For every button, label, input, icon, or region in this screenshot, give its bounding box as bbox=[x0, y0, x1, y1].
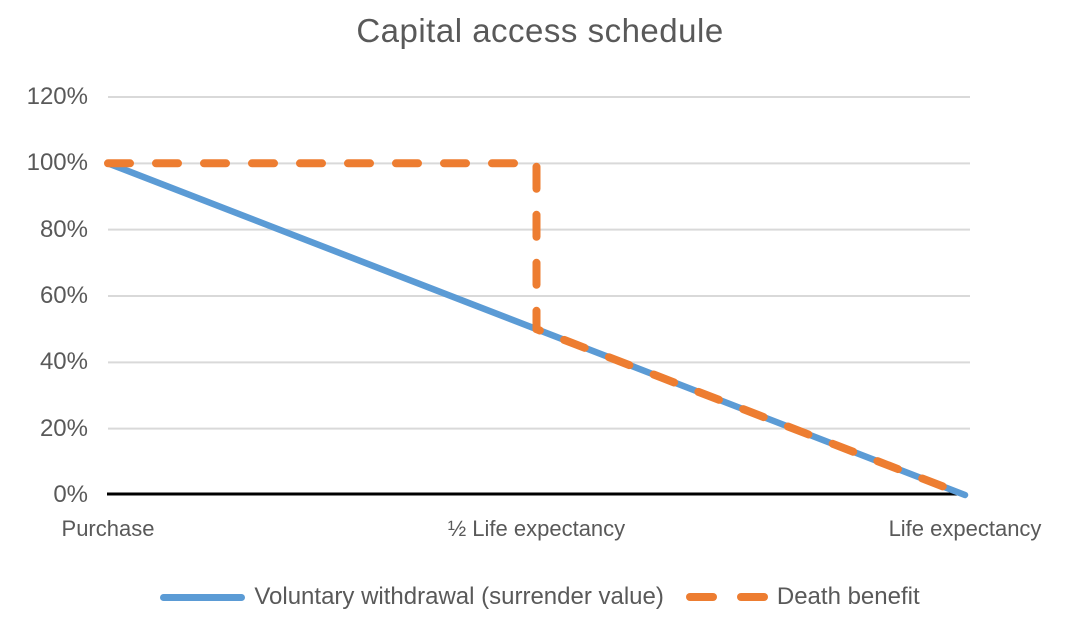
series-line-death-benefit bbox=[104, 159, 969, 499]
y-axis-tick-label: 100% bbox=[26, 149, 88, 177]
legend-dash bbox=[736, 593, 768, 601]
y-axis-tick-label: 60% bbox=[39, 282, 88, 309]
y-axis-tick-label: 40% bbox=[39, 348, 88, 376]
x-axis-category-label: ½ Life expectancy bbox=[447, 516, 626, 541]
legend-solid-line-swatch bbox=[160, 593, 246, 601]
x-axis-category-label: Life expectancy bbox=[888, 516, 1042, 541]
legend-label: Voluntary withdrawal (surrender value) bbox=[254, 583, 664, 610]
y-axis-tick-label: 20% bbox=[39, 414, 88, 442]
legend-dash bbox=[685, 593, 717, 601]
y-axis-tick-label: 80% bbox=[39, 215, 88, 243]
legend: Voluntary withdrawal (surrender value) De… bbox=[0, 583, 1080, 611]
legend-item: Voluntary withdrawal (surrender value) bbox=[160, 583, 664, 611]
x-axis-category-label: Purchase bbox=[61, 516, 155, 541]
y-axis-tick-label: 120% bbox=[26, 83, 88, 110]
legend-dashed-line-swatch bbox=[685, 593, 768, 601]
legend-item: Death benefit bbox=[685, 583, 920, 611]
legend-label: Death benefit bbox=[776, 583, 920, 610]
chart-title: Capital access schedule bbox=[356, 12, 724, 49]
y-axis-tick-label: 0% bbox=[53, 481, 88, 508]
